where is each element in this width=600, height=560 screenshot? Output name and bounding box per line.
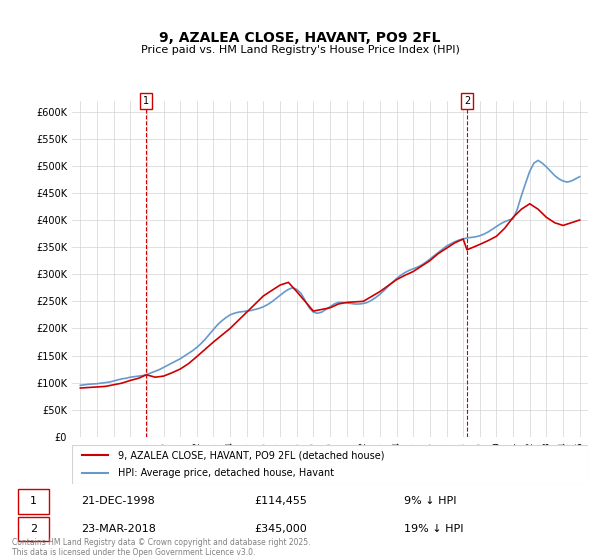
Text: 21-DEC-1998: 21-DEC-1998 (81, 496, 155, 506)
Text: £114,455: £114,455 (254, 496, 307, 506)
Text: Price paid vs. HM Land Registry's House Price Index (HPI): Price paid vs. HM Land Registry's House … (140, 45, 460, 55)
Text: 19% ↓ HPI: 19% ↓ HPI (404, 524, 463, 534)
Text: 2: 2 (464, 96, 470, 106)
Text: Contains HM Land Registry data © Crown copyright and database right 2025.
This d: Contains HM Land Registry data © Crown c… (12, 538, 311, 557)
Text: 9, AZALEA CLOSE, HAVANT, PO9 2FL: 9, AZALEA CLOSE, HAVANT, PO9 2FL (159, 31, 441, 45)
Text: £345,000: £345,000 (254, 524, 307, 534)
Text: 1: 1 (30, 496, 37, 506)
Text: 23-MAR-2018: 23-MAR-2018 (81, 524, 156, 534)
FancyBboxPatch shape (18, 517, 49, 542)
Text: 9% ↓ HPI: 9% ↓ HPI (404, 496, 456, 506)
Text: 9, AZALEA CLOSE, HAVANT, PO9 2FL (detached house): 9, AZALEA CLOSE, HAVANT, PO9 2FL (detach… (118, 450, 385, 460)
FancyBboxPatch shape (72, 445, 588, 484)
Text: 2: 2 (30, 524, 37, 534)
Text: HPI: Average price, detached house, Havant: HPI: Average price, detached house, Hava… (118, 468, 335, 478)
FancyBboxPatch shape (18, 489, 49, 514)
Text: 1: 1 (143, 96, 149, 106)
